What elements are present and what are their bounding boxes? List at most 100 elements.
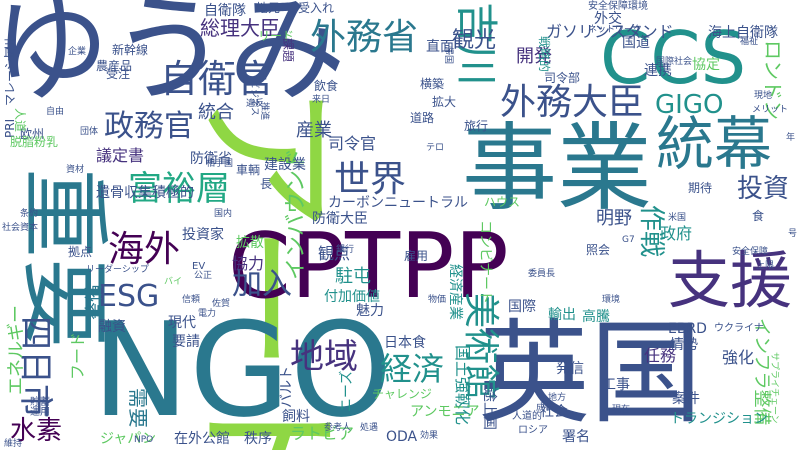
word: 協力 <box>232 254 265 273</box>
word: 防衛省 <box>190 151 232 167</box>
word: 処遇 <box>360 423 379 433</box>
word: ハウス <box>484 195 521 209</box>
word: 受注 <box>106 67 131 81</box>
word: 環境 <box>602 295 621 305</box>
word: G7 <box>622 235 635 245</box>
word: 国道 <box>622 35 650 51</box>
word: 帰国 <box>443 46 453 65</box>
word: 統合 <box>198 102 234 123</box>
word: メリット <box>752 105 789 115</box>
word: 輸出 <box>548 307 576 323</box>
word: 発信 <box>556 361 584 377</box>
word: エネルギー <box>6 305 27 395</box>
word: 違反 <box>246 99 265 109</box>
word: ODA <box>386 429 418 445</box>
word: 福祉 <box>740 37 759 47</box>
word: 観光 <box>452 28 497 53</box>
word: 経済産業 <box>447 264 463 320</box>
word: 強化 <box>722 348 755 367</box>
word: 観点 <box>318 244 351 263</box>
word: 駐屯 <box>335 266 371 287</box>
word: 在外公館 <box>174 431 230 447</box>
word: リーダーシップ <box>86 265 149 275</box>
word: 米国 <box>668 213 687 223</box>
word: 人道 <box>13 108 27 133</box>
word: 議定書 <box>96 146 145 165</box>
word: 現地 <box>754 91 773 101</box>
word: 総理大臣 <box>200 16 280 40</box>
word: ビジネス <box>249 80 259 117</box>
word: 効果 <box>420 431 439 441</box>
word: 事業 <box>462 114 653 224</box>
word: 高騰 <box>582 309 610 325</box>
word: 安全保障 <box>732 247 769 257</box>
word: ガソリンスタンド <box>546 22 674 41</box>
word: 企業 <box>68 47 87 57</box>
word: ラトビア <box>290 424 355 443</box>
word: インフラ整備 <box>751 318 772 426</box>
word: 連携 <box>644 63 672 79</box>
word: 政務官 <box>104 109 194 144</box>
word: ネットワーク <box>588 25 643 35</box>
word: GIGO <box>655 90 724 120</box>
word: 受入れ <box>298 1 335 15</box>
word: NPO <box>134 435 154 445</box>
word: 期待 <box>688 181 713 195</box>
word: 貯蓄 <box>30 397 50 408</box>
word: 途上国 <box>481 388 497 430</box>
word: 拡大 <box>432 95 457 109</box>
word: 社会 <box>540 404 568 420</box>
word: 公正 <box>194 271 213 281</box>
word: サプライチェーン <box>769 352 779 424</box>
word: 付加価値 <box>324 289 380 305</box>
word: 投資家 <box>182 227 224 243</box>
word: 積極的 <box>152 185 194 201</box>
word: カーボンニュートラル <box>328 195 468 211</box>
word: NGO <box>92 294 393 446</box>
word: 飲食 <box>314 79 339 93</box>
word: 直面 <box>426 39 454 55</box>
word: 成長 <box>536 403 555 413</box>
word: 自衛隊 <box>204 3 246 19</box>
word: 司令官 <box>328 134 377 153</box>
word: 食 <box>752 209 765 223</box>
word: 運用 <box>30 407 50 418</box>
word: 地域 <box>290 337 358 377</box>
word: 外務省 <box>310 17 419 58</box>
word: 脱脂粉乳 <box>10 135 59 149</box>
word: 融資 <box>98 319 126 335</box>
word: ウクライナ <box>714 323 764 334</box>
word: テロ <box>426 143 445 153</box>
word: 案件 <box>672 391 700 407</box>
word: アンモニア <box>410 404 480 420</box>
word: 経済 <box>380 350 445 388</box>
word: 車輌 <box>236 163 261 177</box>
word: 英国 <box>478 309 702 439</box>
word: 佐賀 <box>212 299 231 309</box>
word: 海上自衛隊 <box>708 25 778 41</box>
word: 信頼 <box>182 295 201 305</box>
word: 物価 <box>428 295 447 305</box>
word: 年 <box>786 133 796 143</box>
word: 統幕 <box>656 110 773 178</box>
word: 国内 <box>214 209 233 219</box>
word: 要請 <box>172 334 200 350</box>
word: リード <box>258 29 295 43</box>
word: 団体 <box>80 127 99 137</box>
word: 国際 <box>508 299 536 315</box>
word: 明野 <box>596 208 632 229</box>
word: フード <box>68 331 87 380</box>
word: 海外 <box>108 229 181 270</box>
word: 工事 <box>602 377 630 393</box>
word: 上限 <box>756 261 775 271</box>
word: 自由 <box>46 107 65 117</box>
word: 加入 <box>232 267 292 302</box>
word: 維持 <box>4 439 23 449</box>
word: 秩序 <box>244 431 272 447</box>
word: 魅力 <box>356 303 384 319</box>
word: 戦略的 <box>537 36 551 73</box>
word: バルト <box>279 366 295 408</box>
word: 情勢 <box>670 337 698 353</box>
word: 人道的 <box>512 411 542 422</box>
